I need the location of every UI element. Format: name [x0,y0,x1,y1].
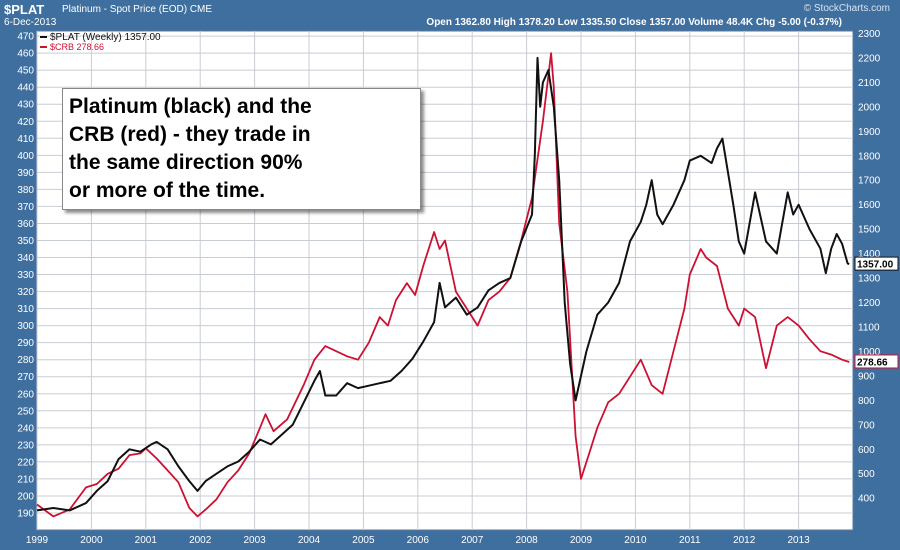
last-value-labels: 1357.00 278.66 [854,256,899,369]
right-tick-label: 2000 [858,102,881,113]
x-axis: 1999 2000 2001 2002 2003 2004 2005 2006 2007 2008… [26,535,810,546]
left-tick-label: 300 [17,321,34,332]
left-tick-label: 230 [17,440,34,451]
right-tick-label: 500 [858,469,875,480]
right-tick-label: 1000 [858,347,881,358]
x-tick-label: 1999 [26,535,49,546]
left-tick-label: 310 [17,304,34,315]
left-tick-label: 190 [17,508,34,519]
left-tick-label: 470 [17,32,34,43]
x-tick-label: 2001 [135,535,158,546]
right-tick-label: 600 [858,445,875,456]
last-value-label: 278.66 [857,357,888,368]
right-tick-label: 2300 [858,29,881,40]
left-tick-label: 410 [17,134,34,145]
left-tick-label: 260 [17,389,34,400]
left-tick-label: 280 [17,355,34,366]
x-tick-label: 2002 [189,535,212,546]
left-tick-label: 440 [17,83,34,94]
brand-watermark: © StockCharts.com [803,3,890,14]
left-tick-label: 330 [17,270,34,281]
right-tick-label: 2200 [858,53,881,64]
right-tick-label: 1800 [858,151,881,162]
right-tick-label: 400 [858,494,875,505]
grid-lines [36,31,853,530]
right-tick-label: 1100 [858,322,880,333]
left-tick-label: 370 [17,202,34,213]
symbol-description: Platinum - Spot Price (EOD) CME [62,4,213,15]
ohlc-readout: Open 1362.80 High 1378.20 Low 1335.50 Cl… [426,17,842,28]
plat-line [36,56,850,512]
legend-label: $PLAT (Weekly) 1357.00 [50,32,161,43]
x-tick-label: 2013 [787,535,810,546]
right-tick-label: 800 [858,396,875,407]
left-tick-label: 340 [17,253,34,264]
x-tick-label: 2009 [570,535,593,546]
last-value-box [854,354,899,369]
x-tick-label: 2012 [733,535,756,546]
left-tick-label: 460 [17,49,34,60]
left-tick-label: 270 [17,372,34,383]
left-tick-label: 320 [17,287,34,298]
left-tick-label: 430 [17,100,34,111]
left-tick-label: 390 [17,168,34,179]
left-tick-label: 250 [17,406,34,417]
x-tick-label: 2007 [461,535,484,546]
last-value-box [854,256,899,271]
left-tick-label: 220 [17,457,34,468]
x-tick-label: 2006 [407,535,430,546]
symbol-title: $PLAT [4,2,45,17]
right-tick-label: 900 [858,371,875,382]
left-tick-label: 210 [17,474,34,485]
crb-line [36,52,850,518]
x-tick-label: 2000 [80,535,103,546]
left-tick-label: 360 [17,219,34,230]
right-tick-label: 2100 [858,78,881,89]
left-tick-label: 420 [17,117,34,128]
left-tick-label: 350 [17,236,34,247]
right-tick-label: 1300 [858,274,881,285]
right-tick-label: 1400 [858,249,881,260]
annotation-box: Platinum (black) and the CRB (red) - the… [62,88,421,210]
right-tick-label: 1500 [858,225,881,236]
chart-date: 6-Dec-2013 [4,17,57,28]
x-tick-label: 2010 [624,535,647,546]
right-tick-label: 1600 [858,200,881,211]
x-tick-label: 2005 [352,535,375,546]
x-tick-label: 2003 [243,535,266,546]
series-lines [36,52,850,518]
x-tick-label: 2011 [679,535,701,546]
x-tick-label: 2008 [515,535,538,546]
left-tick-label: 290 [17,338,34,349]
right-tick-label: 700 [858,420,875,431]
right-tick-label: 1200 [858,298,881,309]
left-tick-label: 240 [17,423,34,434]
left-tick-label: 200 [17,491,34,502]
left-tick-label: 400 [17,151,34,162]
legend-label: $CRB 278.66 [50,42,104,52]
left-tick-label: 450 [17,66,34,77]
right-tick-label: 1900 [858,127,881,138]
legend: $PLAT (Weekly) 1357.00$CRB 278.66 [40,32,161,52]
right-axis: 400 500 600 700 800 900 1000 1100 1200 1300 1400 15… [858,29,881,505]
right-tick-label: 1700 [858,176,881,187]
left-axis: 190 200 210 220 230 240 250 260 270 280 290 300 310 3… [17,32,34,520]
last-value-label: 1357.00 [857,260,894,271]
left-tick-label: 380 [17,185,34,196]
x-tick-label: 2004 [298,535,321,546]
